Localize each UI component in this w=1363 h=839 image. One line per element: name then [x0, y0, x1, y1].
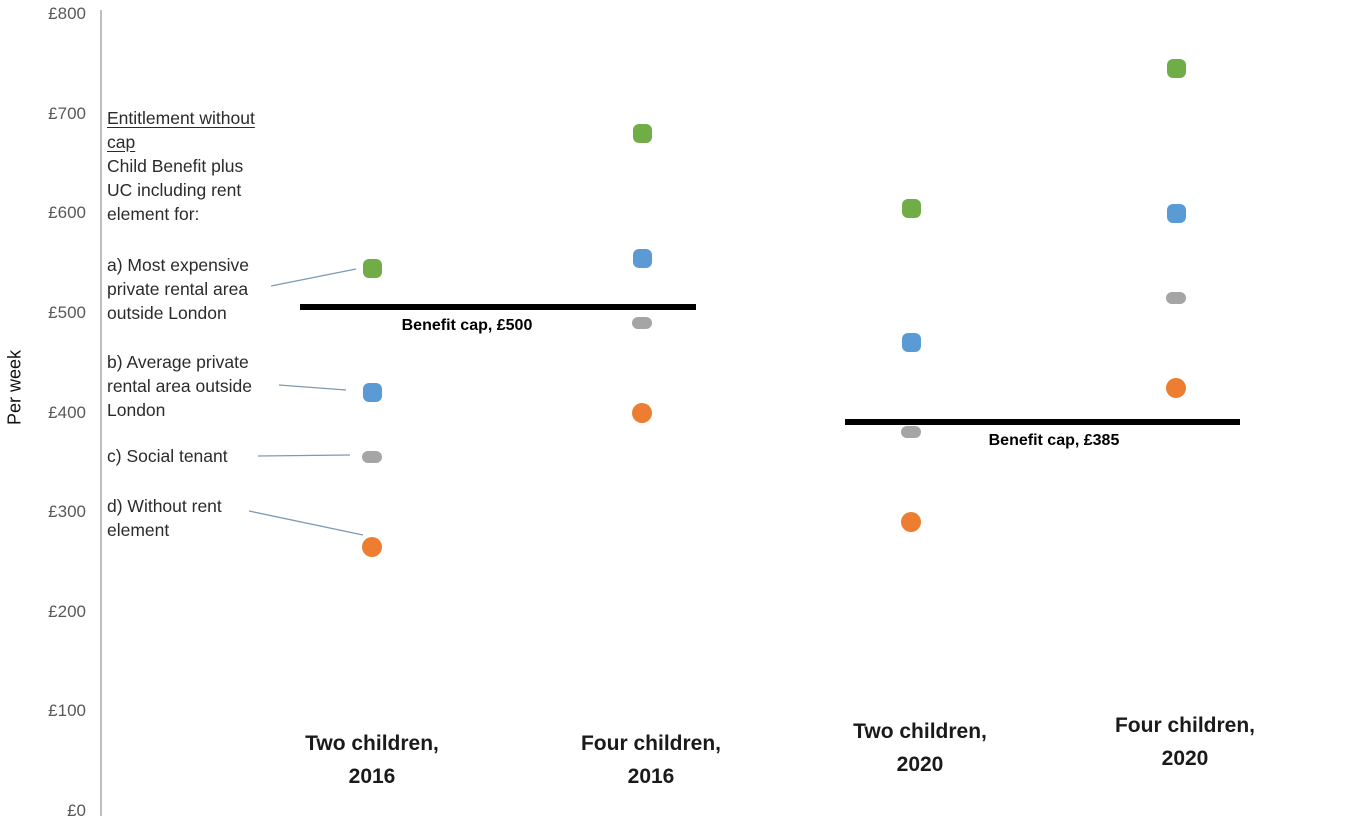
marker-c-cat3 [901, 426, 921, 439]
y-tick-800: £800 [48, 4, 86, 23]
annotation-item-d: d) Without rent element [107, 496, 222, 540]
y-tick-700: £700 [48, 103, 86, 123]
annotation-item-b: b) Average private rental area outside L… [107, 352, 252, 420]
marker-b-cat3 [901, 333, 921, 353]
marker-c-cat2 [632, 316, 652, 329]
category-label-4: Four children, 2020 [1114, 714, 1255, 770]
leader-line-a [270, 268, 357, 287]
y-tick-100: £100 [48, 701, 86, 721]
benefit-cap-label-500: Benefit cap, £500 [401, 317, 533, 334]
y-tick-300: £300 [48, 502, 86, 522]
benefit-cap-line-385 [845, 419, 1240, 425]
annotation-item-a: a) Most expensive private rental area ou… [107, 255, 250, 323]
benefit-cap-line-500 [300, 304, 696, 310]
y-tick-200: £200 [48, 601, 86, 621]
category-label-2: Four children, 2016 [580, 732, 721, 788]
y-tick-600: £600 [48, 203, 86, 223]
y-tick-0: £0 [67, 801, 86, 820]
leader-line-c [257, 454, 351, 457]
category-label-1: Two children, 2016 [305, 732, 439, 788]
category-label-3: Two children, 2020 [853, 720, 987, 776]
y-axis-line [100, 10, 102, 816]
marker-b-cat1 [362, 383, 382, 403]
marker-c-cat1 [362, 451, 382, 464]
marker-d-cat1 [362, 536, 382, 557]
marker-b-cat2 [632, 248, 652, 268]
marker-d-cat4 [1166, 377, 1186, 398]
marker-b-cat4 [1166, 203, 1186, 223]
marker-a-cat4 [1166, 59, 1186, 79]
leader-line-d [248, 510, 364, 536]
marker-a-cat2 [632, 124, 652, 144]
leader-line-b [278, 384, 347, 391]
y-tick-500: £500 [48, 302, 86, 322]
marker-a-cat3 [901, 198, 921, 218]
marker-c-cat4 [1166, 291, 1186, 304]
benefit-cap-label-385: Benefit cap, £385 [988, 432, 1120, 449]
marker-d-cat3 [901, 512, 921, 533]
marker-a-cat1 [362, 258, 382, 278]
marker-d-cat2 [632, 402, 652, 423]
annotation-heading: Entitlement without cap [107, 108, 255, 152]
annotation-intro: Child Benefit plus UC including rent ele… [107, 156, 244, 224]
y-tick-400: £400 [48, 402, 86, 422]
annotation-item-c: c) Social tenant [107, 446, 228, 466]
